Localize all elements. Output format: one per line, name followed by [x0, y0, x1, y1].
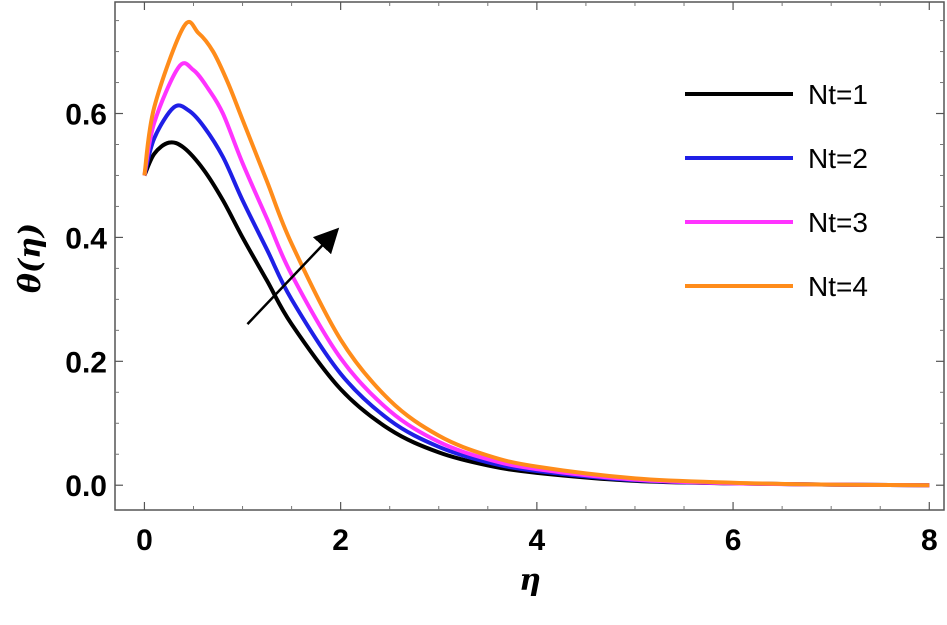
legend-label-4: Nt=4 [808, 271, 868, 302]
series-line-4 [142, 19, 930, 488]
y-tick-label-1: 0.2 [65, 346, 107, 379]
plot-frame [114, 1, 945, 511]
annotation-layer [246, 227, 340, 326]
series-layer [142, 19, 930, 488]
legend-label-1: Nt=1 [808, 79, 868, 110]
y-tick-label-2: 0.4 [65, 222, 107, 255]
y-axis-label: θ(η) [13, 223, 48, 293]
x-tick-label-3: 6 [725, 524, 742, 557]
legend-label-2: Nt=2 [808, 143, 868, 174]
trend-arrow [246, 227, 340, 326]
series-line-1 [142, 140, 930, 488]
legend-label-3: Nt=3 [808, 207, 868, 238]
x-tick-label-1: 2 [332, 524, 349, 557]
legend: Nt=1 Nt=2 Nt=3 Nt=4 [685, 79, 868, 302]
x-axis-label: η [519, 563, 541, 598]
x-tick-label-0: 0 [136, 524, 153, 557]
y-tick-label-0: 0.0 [65, 470, 107, 503]
ticks: 0 2 4 6 8 0.0 0.2 0.4 0.6 [65, 2, 944, 557]
x-tick-label-4: 8 [921, 524, 938, 557]
y-tick-label-3: 0.6 [65, 99, 107, 132]
x-tick-label-2: 4 [529, 524, 546, 557]
